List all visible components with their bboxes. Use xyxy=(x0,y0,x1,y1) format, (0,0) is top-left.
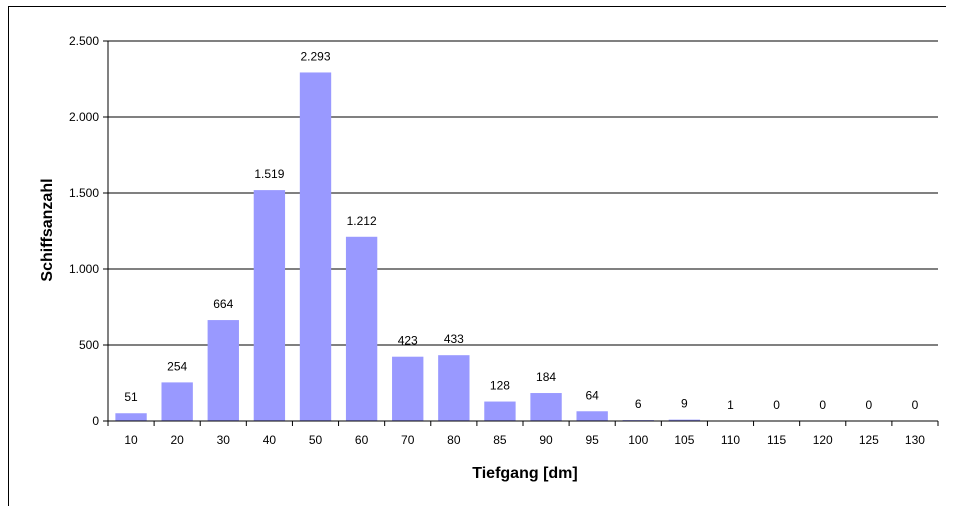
bar xyxy=(576,411,608,421)
bar xyxy=(438,355,470,421)
bar xyxy=(392,356,424,421)
x-tick-label: 70 xyxy=(401,433,415,447)
bar xyxy=(668,419,701,421)
data-label: 9 xyxy=(681,397,688,411)
bar xyxy=(253,190,286,421)
x-tick-label: 100 xyxy=(628,433,648,447)
x-tick-label: 115 xyxy=(767,433,786,447)
y-tick-label: 0 xyxy=(92,414,99,428)
data-label: 1.212 xyxy=(347,214,377,228)
x-tick-label: 10 xyxy=(124,433,138,447)
bar xyxy=(345,236,378,421)
data-label: 0 xyxy=(773,398,780,412)
x-tick-label: 40 xyxy=(263,433,277,447)
y-tick-label: 1.000 xyxy=(69,262,99,276)
x-tick-labels: 10 20 30 40 50 60 70 80 85 90 95 100 105 110 115 120 125… xyxy=(124,433,925,447)
data-label: 6 xyxy=(635,397,642,411)
x-tick-label: 95 xyxy=(585,433,599,447)
data-label: 51 xyxy=(124,390,138,404)
gridlines xyxy=(108,40,938,346)
bar xyxy=(484,401,516,421)
x-tick-label: 20 xyxy=(170,433,184,447)
data-label: 433 xyxy=(444,332,464,346)
x-tick-label: 30 xyxy=(217,433,231,447)
y-tick-label: 1.500 xyxy=(69,186,99,200)
data-label: 254 xyxy=(167,359,187,373)
y-axis-title: Schiffsanzahl xyxy=(39,178,56,281)
bar xyxy=(207,320,239,421)
x-tick-label: 60 xyxy=(355,433,369,447)
bars xyxy=(115,72,747,422)
data-labels: 51 254 664 1.519 2.293 1.212 423 433 128 184 64 6 9 1… xyxy=(124,49,918,412)
x-axis-title: Tiefgang [dm] xyxy=(472,465,577,482)
y-tick-label: 500 xyxy=(79,338,99,352)
data-label: 423 xyxy=(398,334,418,348)
data-label: 2.293 xyxy=(300,49,330,63)
x-tick-label: 125 xyxy=(859,433,879,447)
x-tick-label: 110 xyxy=(721,433,740,447)
x-tick-label: 50 xyxy=(309,433,323,447)
bar xyxy=(299,72,332,422)
data-label: 184 xyxy=(536,370,556,384)
bar xyxy=(530,393,562,421)
x-tick-label: 130 xyxy=(905,433,925,447)
x-tick-label: 80 xyxy=(447,433,461,447)
bar xyxy=(115,413,147,421)
x-tick-label: 90 xyxy=(539,433,553,447)
y-tick-labels: 0 500 1.000 1.500 2.000 2.500 xyxy=(69,34,99,428)
data-label: 0 xyxy=(912,398,919,412)
data-label: 1 xyxy=(727,398,734,412)
bar xyxy=(161,382,193,421)
data-label: 664 xyxy=(213,297,233,311)
y-tick-label: 2.500 xyxy=(69,34,99,48)
data-label: 0 xyxy=(819,398,826,412)
x-tick-label: 85 xyxy=(493,433,507,447)
y-tick-label: 2.000 xyxy=(69,110,99,124)
data-label: 64 xyxy=(585,388,599,402)
data-label: 0 xyxy=(865,398,872,412)
axes xyxy=(103,40,939,426)
x-tick-label: 120 xyxy=(813,433,833,447)
data-label: 1.519 xyxy=(254,167,284,181)
data-label: 128 xyxy=(490,379,510,393)
x-tick-label: 105 xyxy=(674,433,694,447)
chart-frame xyxy=(8,6,946,506)
